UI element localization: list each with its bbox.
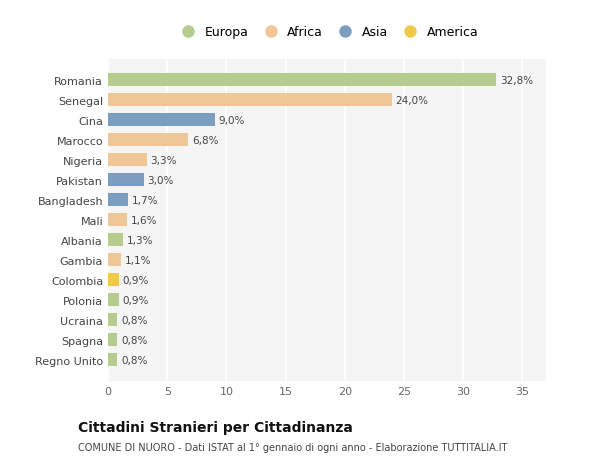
Text: 0,9%: 0,9% xyxy=(122,295,149,305)
Text: 1,7%: 1,7% xyxy=(131,196,158,205)
Bar xyxy=(108,294,119,307)
Bar xyxy=(108,154,147,167)
Bar xyxy=(108,353,118,366)
Bar xyxy=(108,274,119,286)
Text: 0,8%: 0,8% xyxy=(121,315,148,325)
Bar xyxy=(108,94,392,107)
Legend: Europa, Africa, Asia, America: Europa, Africa, Asia, America xyxy=(170,21,484,44)
Bar xyxy=(108,134,188,147)
Bar xyxy=(108,214,127,227)
Text: 1,3%: 1,3% xyxy=(127,235,154,245)
Text: 3,0%: 3,0% xyxy=(147,175,173,185)
Bar xyxy=(108,313,118,326)
Bar xyxy=(108,334,118,347)
Bar xyxy=(108,114,215,127)
Bar xyxy=(108,74,496,87)
Text: 1,1%: 1,1% xyxy=(125,255,151,265)
Bar xyxy=(108,234,124,247)
Text: 0,8%: 0,8% xyxy=(121,355,148,365)
Bar xyxy=(108,174,143,187)
Text: 24,0%: 24,0% xyxy=(395,96,428,106)
Text: 3,3%: 3,3% xyxy=(151,156,177,166)
Text: 1,6%: 1,6% xyxy=(130,215,157,225)
Text: 6,8%: 6,8% xyxy=(192,135,218,146)
Text: 0,9%: 0,9% xyxy=(122,275,149,285)
Bar xyxy=(108,254,121,267)
Text: 9,0%: 9,0% xyxy=(218,116,244,126)
Text: 0,8%: 0,8% xyxy=(121,335,148,345)
Text: 32,8%: 32,8% xyxy=(500,76,533,86)
Bar xyxy=(108,194,128,207)
Text: COMUNE DI NUORO - Dati ISTAT al 1° gennaio di ogni anno - Elaborazione TUTTITALI: COMUNE DI NUORO - Dati ISTAT al 1° genna… xyxy=(78,442,508,452)
Text: Cittadini Stranieri per Cittadinanza: Cittadini Stranieri per Cittadinanza xyxy=(78,420,353,434)
